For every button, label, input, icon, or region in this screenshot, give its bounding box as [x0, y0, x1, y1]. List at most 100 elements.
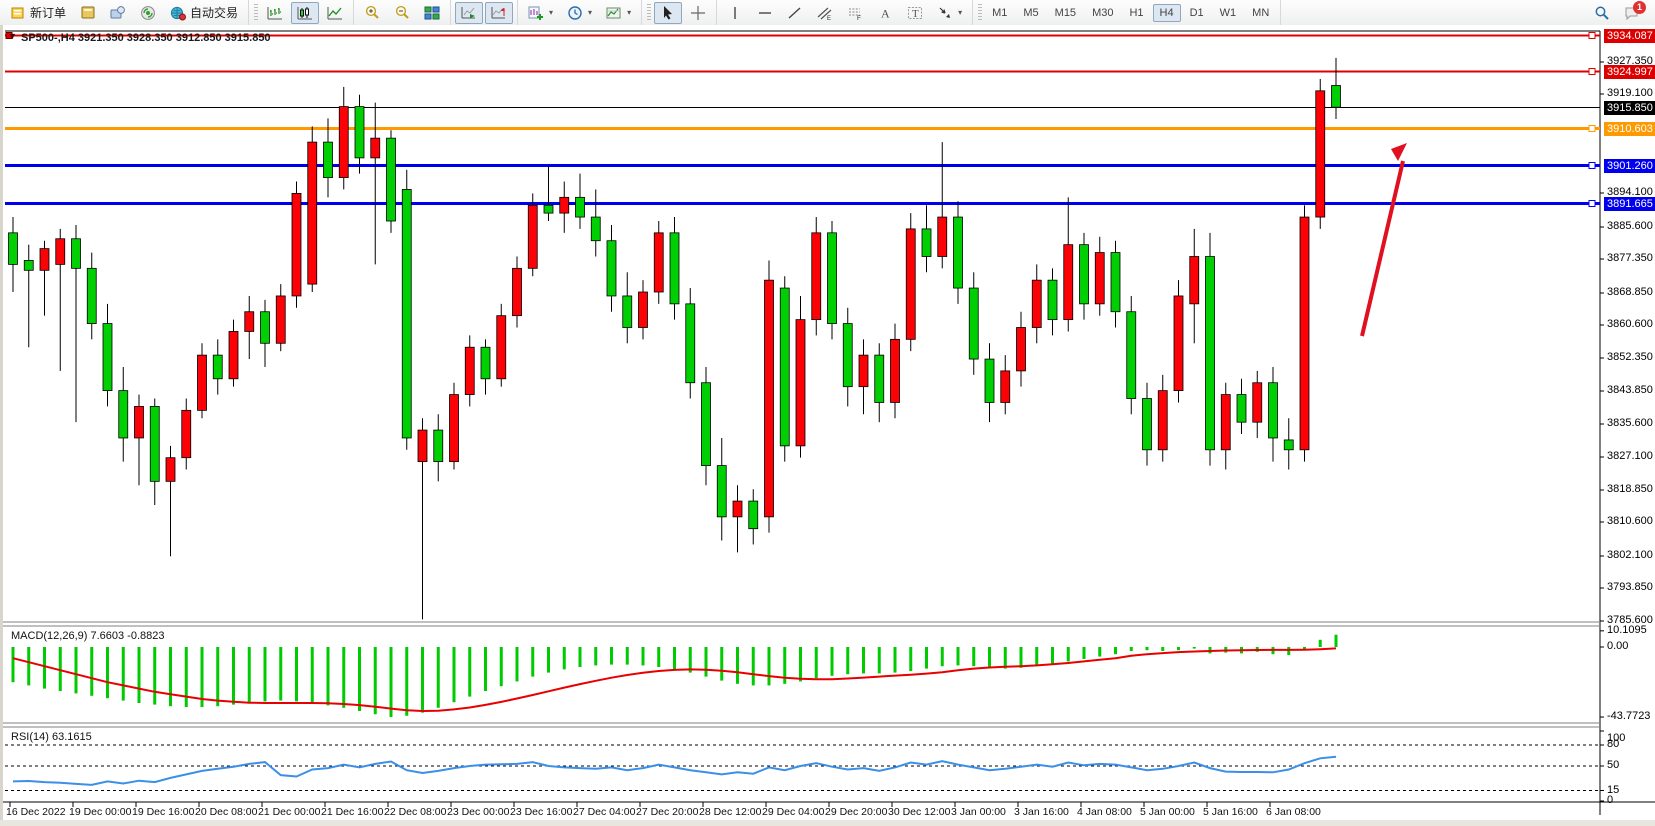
templates-button[interactable]: ▾: [600, 2, 637, 24]
candle-body: [512, 267, 522, 317]
cursor-icon: [660, 5, 676, 21]
toolbar-grip-3[interactable]: [978, 3, 983, 22]
price-tick-label: 3860.600: [1607, 318, 1653, 330]
timeframe-d1[interactable]: D1: [1189, 6, 1204, 19]
trendline-icon: [787, 5, 803, 21]
candle-body: [653, 232, 664, 293]
timeframe-m5[interactable]: M5: [1023, 6, 1039, 19]
price-tick-label: 3843.850: [1607, 384, 1653, 396]
candle-body: [559, 196, 570, 214]
macd-signal-line: [12, 647, 1337, 713]
navigator-button[interactable]: [104, 2, 132, 24]
candle-body: [685, 303, 696, 384]
candle-body: [165, 457, 176, 482]
candle-body: [575, 196, 585, 218]
timeframe-h1[interactable]: H1: [1129, 6, 1144, 19]
price-tick-label: 3877.350: [1607, 252, 1653, 264]
rsi-line: [12, 755, 1337, 786]
vertical-line-tool[interactable]: [721, 2, 749, 24]
time-label: 29 Dec 20:00: [825, 806, 888, 818]
chart-shift-button[interactable]: [485, 1, 514, 24]
timeframe-w1[interactable]: W1: [1219, 6, 1237, 19]
candlestick-chart-button[interactable]: [291, 1, 320, 24]
zoom-in-button[interactable]: [358, 2, 386, 24]
macd-axis-label: 10.1095: [1607, 623, 1647, 636]
bar-chart-button[interactable]: [261, 2, 289, 24]
candle-body: [370, 137, 381, 159]
rsi-axis-label: 15: [1607, 783, 1620, 796]
new-order-button[interactable]: 新订单: [4, 1, 72, 24]
time-label: 27 Dec 04:00: [573, 806, 636, 818]
timeframe-mn[interactable]: MN: [1252, 6, 1270, 19]
toolbar-grip[interactable]: [254, 3, 259, 22]
terminal-signal-button[interactable]: [134, 2, 162, 24]
candle-body: [1110, 252, 1121, 313]
price-tick-label: 3818.850: [1607, 483, 1653, 495]
candle-body: [1079, 244, 1089, 305]
line-handle: [1588, 162, 1596, 169]
candle-body: [496, 315, 507, 380]
chart-title: SP500-,H4 3921.350 3928.350 3912.850 391…: [21, 32, 271, 44]
price-badge-3910.603: 3910.603: [1604, 121, 1655, 136]
auto-trading-button[interactable]: 自动交易: [164, 1, 244, 24]
price-badge-3924.997: 3924.997: [1604, 64, 1655, 79]
chart-shift-icon: [491, 5, 507, 21]
zoom-out-button[interactable]: [388, 2, 416, 24]
timeframe-m15[interactable]: M15: [1054, 6, 1077, 19]
navigator-icon: [110, 5, 126, 21]
time-label: 23 Dec 16:00: [510, 806, 573, 818]
candle-body: [905, 228, 916, 340]
chart-canvas[interactable]: [3, 25, 1655, 820]
arrows-caret: ▾: [958, 8, 963, 17]
timeframe-h4[interactable]: H4: [1152, 3, 1181, 22]
toolbar-grip-2[interactable]: [647, 3, 652, 22]
timeframe-m30[interactable]: M30: [1092, 6, 1114, 19]
market-watch-button[interactable]: [74, 2, 102, 24]
candle-body: [102, 323, 113, 392]
search-button[interactable]: [1588, 2, 1616, 24]
templates-caret: ▾: [627, 8, 632, 17]
candle-body: [748, 500, 759, 530]
price-tick-label: 3868.850: [1607, 286, 1653, 298]
tile-windows-button[interactable]: [418, 2, 446, 24]
candle-body: [1189, 256, 1200, 305]
trendline-tool[interactable]: [781, 2, 809, 24]
main-toolbar: 新订单 自动交易: [0, 0, 1655, 26]
candle-body: [827, 232, 837, 324]
timeframe-m1[interactable]: M1: [992, 6, 1008, 19]
indicators-button[interactable]: ▾: [522, 2, 559, 24]
arrows-tool[interactable]: ▾: [931, 2, 968, 24]
text-label-tool[interactable]: T: [901, 2, 929, 24]
time-label: 23 Dec 00:00: [447, 806, 510, 818]
fibonacci-icon: F: [847, 5, 863, 22]
candle-body: [149, 406, 160, 482]
market-watch-icon: [80, 5, 96, 21]
notifications-button[interactable]: 1: [1618, 0, 1646, 24]
horizontal-line-tool[interactable]: [751, 2, 779, 24]
search-icon: [1594, 5, 1610, 21]
candle-body: [181, 409, 192, 459]
line-chart-button[interactable]: [321, 2, 349, 24]
svg-text:A: A: [881, 6, 890, 20]
cursor-button[interactable]: [654, 1, 683, 24]
equidistant-channel-tool[interactable]: E: [811, 2, 839, 24]
rsi-axis-label: 80: [1607, 738, 1620, 750]
periods-button[interactable]: ▾: [561, 2, 598, 24]
candle-body: [1016, 327, 1026, 372]
candle-body: [606, 240, 617, 297]
candle-body: [86, 267, 97, 324]
candle-body: [449, 394, 459, 463]
trend-arrow: [1360, 143, 1407, 337]
candle-body: [291, 192, 302, 297]
candle-body: [1142, 398, 1152, 451]
text-tool[interactable]: A: [871, 2, 899, 24]
rsi-axis-label: 50: [1607, 759, 1620, 771]
time-label: 29 Dec 04:00: [762, 806, 825, 818]
crosshair-button[interactable]: [684, 2, 712, 24]
candle-body: [622, 295, 633, 328]
candle-body: [984, 358, 995, 403]
auto-scroll-button[interactable]: [455, 1, 484, 24]
candle-body: [1173, 295, 1184, 392]
fibonacci-tool[interactable]: F: [841, 2, 869, 24]
chart-window[interactable]: ▼ SP500-,H4 3921.350 3928.350 3912.850 3…: [0, 25, 1655, 820]
